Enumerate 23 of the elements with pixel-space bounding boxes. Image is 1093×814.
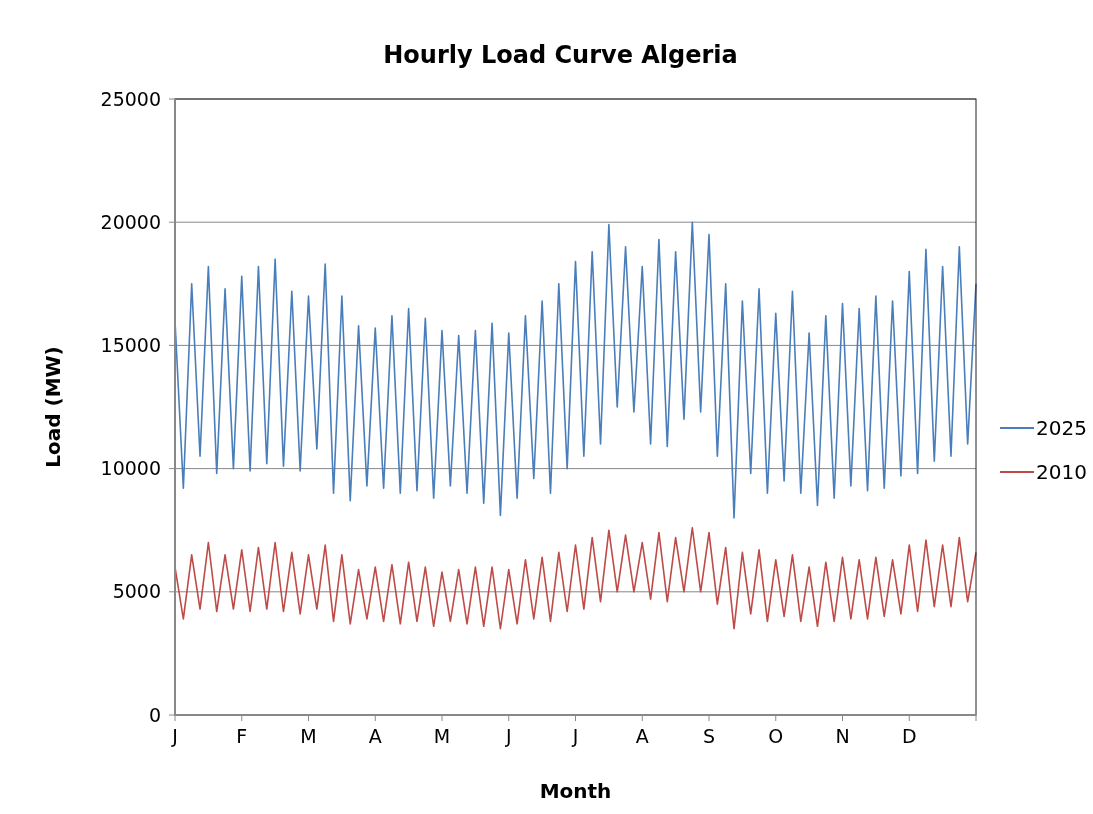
- x-tick-label: N: [835, 725, 850, 747]
- x-tick-label: A: [368, 725, 382, 747]
- x-tick-label: M: [300, 725, 317, 747]
- x-tick-label: S: [702, 725, 716, 747]
- x-tick-label: J: [504, 725, 512, 747]
- x-tick-label: F: [236, 725, 248, 747]
- x-tick-label: M: [433, 725, 451, 747]
- x-tick-label: D: [901, 725, 917, 747]
- x-tick-label: A: [635, 725, 649, 747]
- legend-label: 2025: [1036, 416, 1087, 440]
- legend-label: 2010: [1036, 460, 1087, 484]
- y-tick-label: 15000: [100, 334, 161, 357]
- y-axis-title: Load (MW): [41, 346, 65, 468]
- chart-title: Hourly Load Curve Algeria: [383, 41, 738, 69]
- y-tick-label: 25000: [100, 87, 161, 110]
- y-tick-label: 0: [148, 703, 161, 726]
- y-tick-label: 10000: [100, 457, 161, 480]
- x-axis-title: Month: [539, 779, 612, 803]
- y-tick-label: 20000: [100, 210, 161, 233]
- x-tick-label: J: [171, 725, 178, 747]
- x-tick-label: J: [571, 725, 579, 747]
- y-tick-label: 5000: [112, 580, 161, 603]
- x-tick-label: O: [768, 725, 784, 747]
